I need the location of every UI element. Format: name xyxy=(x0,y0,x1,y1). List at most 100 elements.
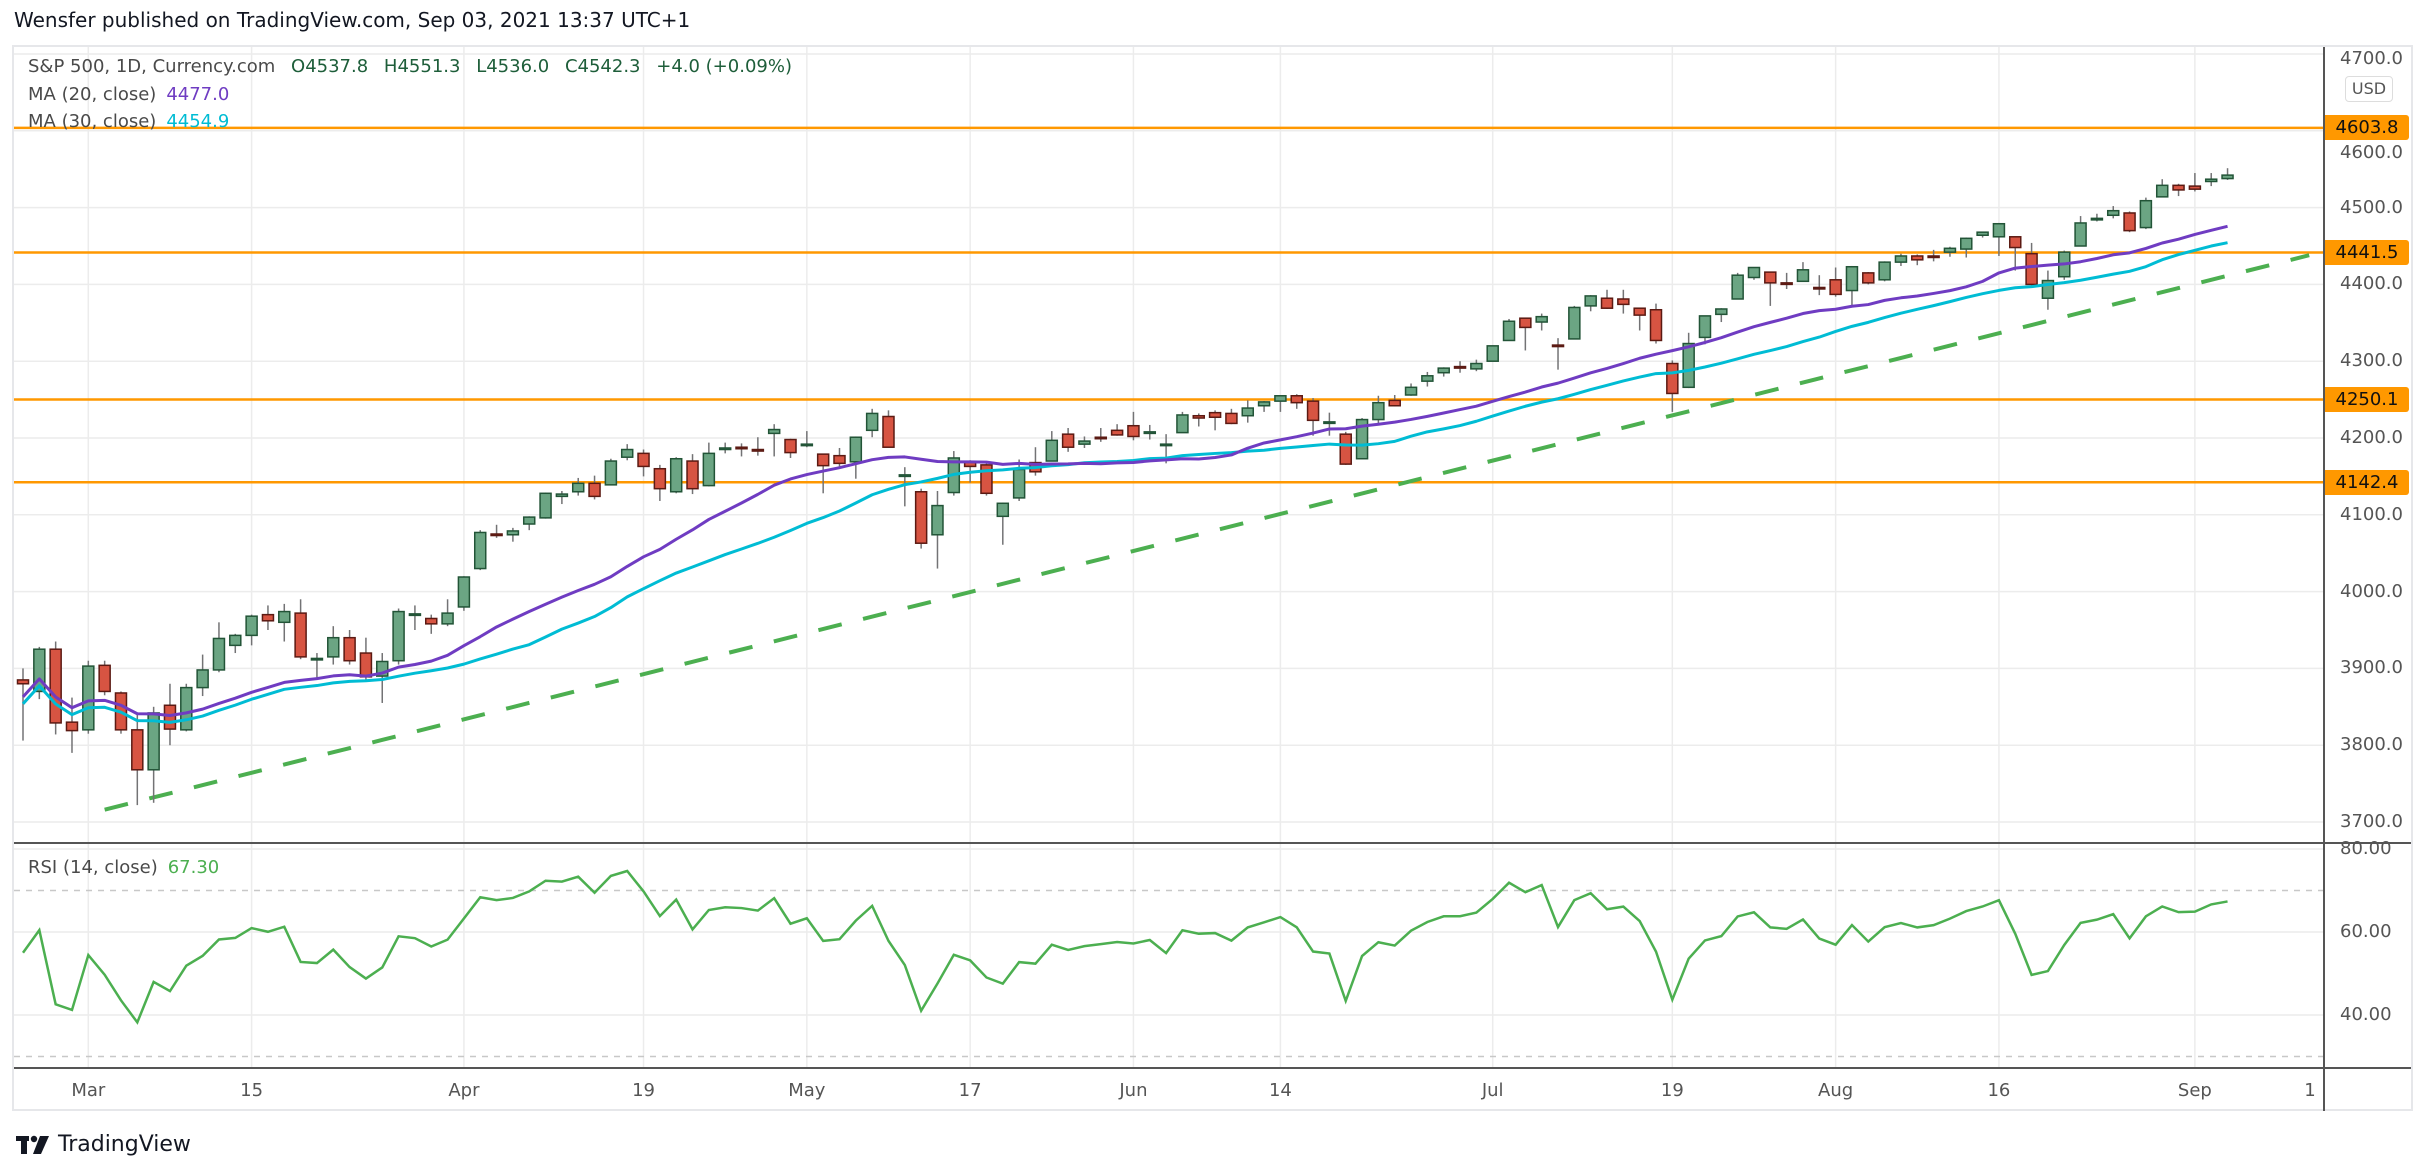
candle-down xyxy=(359,652,373,678)
candle-down xyxy=(16,679,30,685)
candle-down xyxy=(2188,185,2202,190)
time-tick-label: 15 xyxy=(240,1080,264,1101)
candle-up xyxy=(571,482,585,493)
price-tick-label: 4100.0 xyxy=(2340,503,2403,525)
candle-up xyxy=(229,634,242,647)
candle-up xyxy=(669,457,683,493)
candle-up xyxy=(2204,178,2218,183)
candle-up xyxy=(1241,407,1254,417)
footer-brand[interactable]: TradingView xyxy=(16,1132,191,1157)
time-tick-label: May xyxy=(788,1080,826,1101)
candle-up xyxy=(82,665,95,731)
candle-up xyxy=(931,504,944,536)
candle-down xyxy=(1306,400,1320,422)
candle-down xyxy=(490,533,503,537)
ma30-legend[interactable]: MA (30, close) 4454.9 xyxy=(28,111,239,132)
tradingview-logo-icon xyxy=(16,1135,49,1154)
candle-up xyxy=(1747,266,1761,279)
price-tick-label: 3900.0 xyxy=(2340,657,2403,679)
candle-up xyxy=(1045,439,1059,462)
candle-up xyxy=(212,637,226,671)
symbol-name[interactable]: S&P 500, 1D, Currency.com xyxy=(28,56,276,77)
time-tick-label: Jun xyxy=(1119,1080,1148,1101)
ma20-legend[interactable]: MA (20, close) 4477.0 xyxy=(28,84,239,105)
candle-down xyxy=(1927,255,1940,259)
candle-up xyxy=(1960,237,1973,250)
axes-lines xyxy=(14,47,2411,1111)
candle-up xyxy=(1404,386,1418,396)
candle-up xyxy=(408,613,422,617)
high-value: H4551.3 xyxy=(383,56,461,77)
candle-up xyxy=(2041,279,2055,299)
candle-up xyxy=(473,531,487,570)
candle-down xyxy=(49,648,62,724)
candle-up xyxy=(1274,395,1287,402)
candle-up xyxy=(180,686,193,731)
price-tick-label: 4700.0 xyxy=(2340,48,2403,69)
candle-up xyxy=(1682,342,1695,389)
candle-down xyxy=(1600,297,1614,309)
rsi-tick-label: 40.00 xyxy=(2340,1004,2392,1025)
candle-up xyxy=(898,474,912,478)
candle-up xyxy=(33,648,46,693)
candle-down xyxy=(914,491,928,544)
candle-up xyxy=(1470,362,1483,370)
price-tick-label: 4000.0 xyxy=(2340,580,2403,602)
candle-down xyxy=(1519,317,1532,329)
candle-down xyxy=(1862,272,1875,284)
publish-header: Wensfer published on TradingView.com, Se… xyxy=(14,8,691,32)
candle-up xyxy=(1437,367,1450,374)
candle-up xyxy=(278,610,291,624)
brand-name: TradingView xyxy=(58,1132,191,1157)
candle-down xyxy=(343,636,356,662)
candle-up xyxy=(392,610,405,662)
candle-down xyxy=(588,482,601,498)
candle-up xyxy=(1976,231,1989,236)
candle-down xyxy=(784,438,797,454)
level-price-badge: 4603.8 xyxy=(2325,115,2409,141)
ma30-value: 4454.9 xyxy=(166,111,230,132)
open-value: O4537.8 xyxy=(291,56,369,77)
candle-up xyxy=(620,448,634,458)
candle-up xyxy=(604,460,618,486)
candle-down xyxy=(1290,395,1303,404)
price-tick-label: 4400.0 xyxy=(2340,273,2403,295)
candle-up xyxy=(2221,174,2234,180)
level-price-badge: 4250.1 xyxy=(2325,387,2409,413)
candle-up xyxy=(1943,247,1957,253)
time-tick-label: Jul xyxy=(1481,1080,1504,1101)
candle-up xyxy=(1568,306,1581,340)
ma20-value: 4477.0 xyxy=(166,84,230,105)
level-price-badge: 4441.5 xyxy=(2325,240,2409,266)
moving-averages xyxy=(21,224,2228,724)
candle-up xyxy=(1796,269,1810,283)
candle-up xyxy=(2074,222,2087,247)
candle-up xyxy=(2155,184,2169,198)
candle-up xyxy=(310,657,324,661)
level-price-badge: 4142.4 xyxy=(2325,469,2409,495)
candle-down xyxy=(980,464,993,495)
currency-button[interactable]: USD xyxy=(2345,76,2393,102)
candle-down xyxy=(1339,433,1352,465)
price-tick-label: 3800.0 xyxy=(2340,734,2403,756)
candle-down xyxy=(1764,271,1777,284)
price-tick-label: 3700.0 xyxy=(2340,811,2403,832)
candle-up xyxy=(1421,375,1434,382)
horizontal-levels xyxy=(14,126,2324,484)
rsi-tick-label: 80.00 xyxy=(2340,838,2392,859)
candle-down xyxy=(816,453,830,467)
candle-up xyxy=(1486,345,1499,362)
rsi-tick-label: 60.00 xyxy=(2340,921,2392,942)
candle-down xyxy=(1110,429,1124,436)
time-tick-label: 19 xyxy=(1660,1080,1684,1101)
candle-up xyxy=(555,493,569,498)
rsi-legend[interactable]: RSI (14, close) 67.30 xyxy=(28,857,229,878)
candle-up xyxy=(1355,418,1369,460)
candle-up xyxy=(1992,222,2006,238)
candle-up xyxy=(196,669,209,689)
price-tick-label: 4500.0 xyxy=(2340,196,2403,218)
candle-down xyxy=(1911,255,1924,261)
candle-up xyxy=(457,576,471,608)
candle-down xyxy=(1208,411,1222,419)
